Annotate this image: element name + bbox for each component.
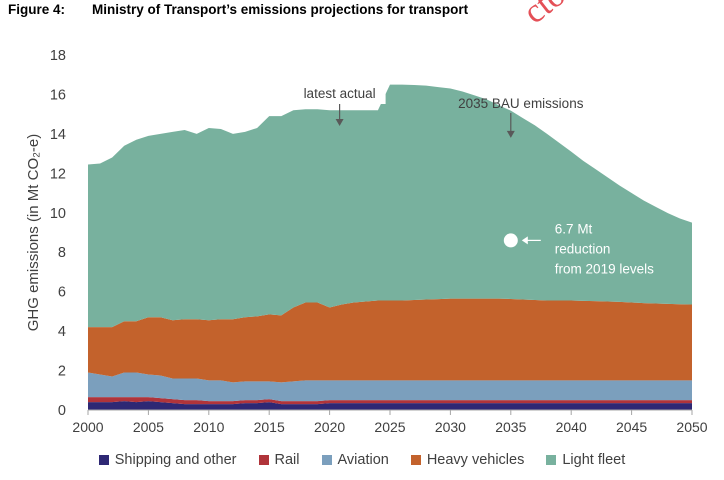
- legend-label: Light fleet: [562, 452, 626, 468]
- legend-item: Heavy vehicles: [410, 452, 525, 468]
- legend-label: Heavy vehicles: [426, 452, 525, 468]
- series-area-rail: [88, 397, 692, 405]
- x-tick-label: 2040: [556, 419, 587, 435]
- y-tick-label: 16: [50, 87, 66, 103]
- legend-item: Aviation: [321, 452, 389, 468]
- x-tick-label: 2045: [616, 419, 647, 435]
- legend-item: Rail: [258, 452, 300, 468]
- series-area-light-fleet: [88, 84, 692, 328]
- legend: Shipping and other Rail Aviation Heavy vehi…: [0, 452, 724, 468]
- annotation-2035-bau: 2035 BAU emissions: [458, 96, 584, 111]
- x-tick-label: 2030: [435, 419, 466, 435]
- y-axis-title: GHG emissions (in Mt CO₂-e): [25, 134, 42, 332]
- legend-label: Aviation: [337, 452, 389, 468]
- arrow-head-icon: [506, 130, 515, 138]
- legend-swatch: [98, 455, 109, 465]
- figure-label: Figure 4:: [8, 2, 66, 17]
- x-tick-label: 2050: [676, 419, 707, 435]
- y-tick-label: 18: [50, 48, 66, 64]
- legend-item: Light fleet: [546, 452, 625, 468]
- legend-label: Rail: [274, 452, 300, 468]
- y-tick-label: 4: [58, 324, 66, 340]
- y-tick-label: 8: [58, 245, 66, 261]
- legend-swatch: [546, 455, 557, 465]
- x-tick-label: 2010: [193, 419, 224, 435]
- series-areas: [88, 84, 692, 410]
- x-tick-label: 2015: [254, 419, 285, 435]
- series-area-aviation: [88, 372, 692, 402]
- legend-swatch: [258, 455, 269, 465]
- y-tick-label: 0: [58, 403, 66, 419]
- x-tick-label: 2000: [72, 419, 103, 435]
- series-area-shipping-and-other: [88, 401, 692, 410]
- reduction-marker: [503, 233, 518, 248]
- annotation-reduction-text: 6.7 Mt: [555, 221, 593, 236]
- x-tick-label: 2005: [133, 419, 164, 435]
- figure-title: Ministry of Transport’s emissions projec…: [92, 2, 469, 17]
- annotations: latest actual 2035 BAU emissions 6.7 Mt red…: [293, 82, 654, 276]
- x-tick-label: 2020: [314, 419, 345, 435]
- figure-header: Figure 4: Ministry of Transport’s emissio…: [8, 2, 468, 17]
- arrow-head-icon: [521, 236, 528, 245]
- area-chart: 0 2 4 6 8 10 12 14 16 18 2000 2005 2010 2015 2020 2025 2…: [25, 48, 708, 435]
- x-tick-label: 2025: [374, 419, 405, 435]
- x-tick-label: 2035: [495, 419, 526, 435]
- annotation-reduction-text: from 2019 levels: [555, 261, 654, 276]
- y-tick-label: 14: [50, 127, 66, 143]
- legend-label: Shipping and other: [114, 452, 237, 468]
- annotation-latest-actual: latest actual: [304, 86, 376, 101]
- legend-swatch: [321, 455, 332, 465]
- annotation-reduction-text: reduction: [555, 241, 611, 256]
- legend-item: Shipping and other: [98, 452, 237, 468]
- arrow-head-icon: [335, 119, 344, 126]
- axes: 0 2 4 6 8 10 12 14 16 18 2000 2005 2010 2015 2020 2025 2…: [25, 48, 708, 435]
- annotation-box: [293, 82, 386, 104]
- y-tick-label: 2: [58, 364, 66, 380]
- series-area-heavy-vehicles: [88, 298, 692, 383]
- y-tick-label: 12: [50, 166, 66, 182]
- legend-swatch: [410, 455, 421, 465]
- y-tick-label: 10: [50, 206, 66, 222]
- y-tick-label: 6: [58, 285, 66, 301]
